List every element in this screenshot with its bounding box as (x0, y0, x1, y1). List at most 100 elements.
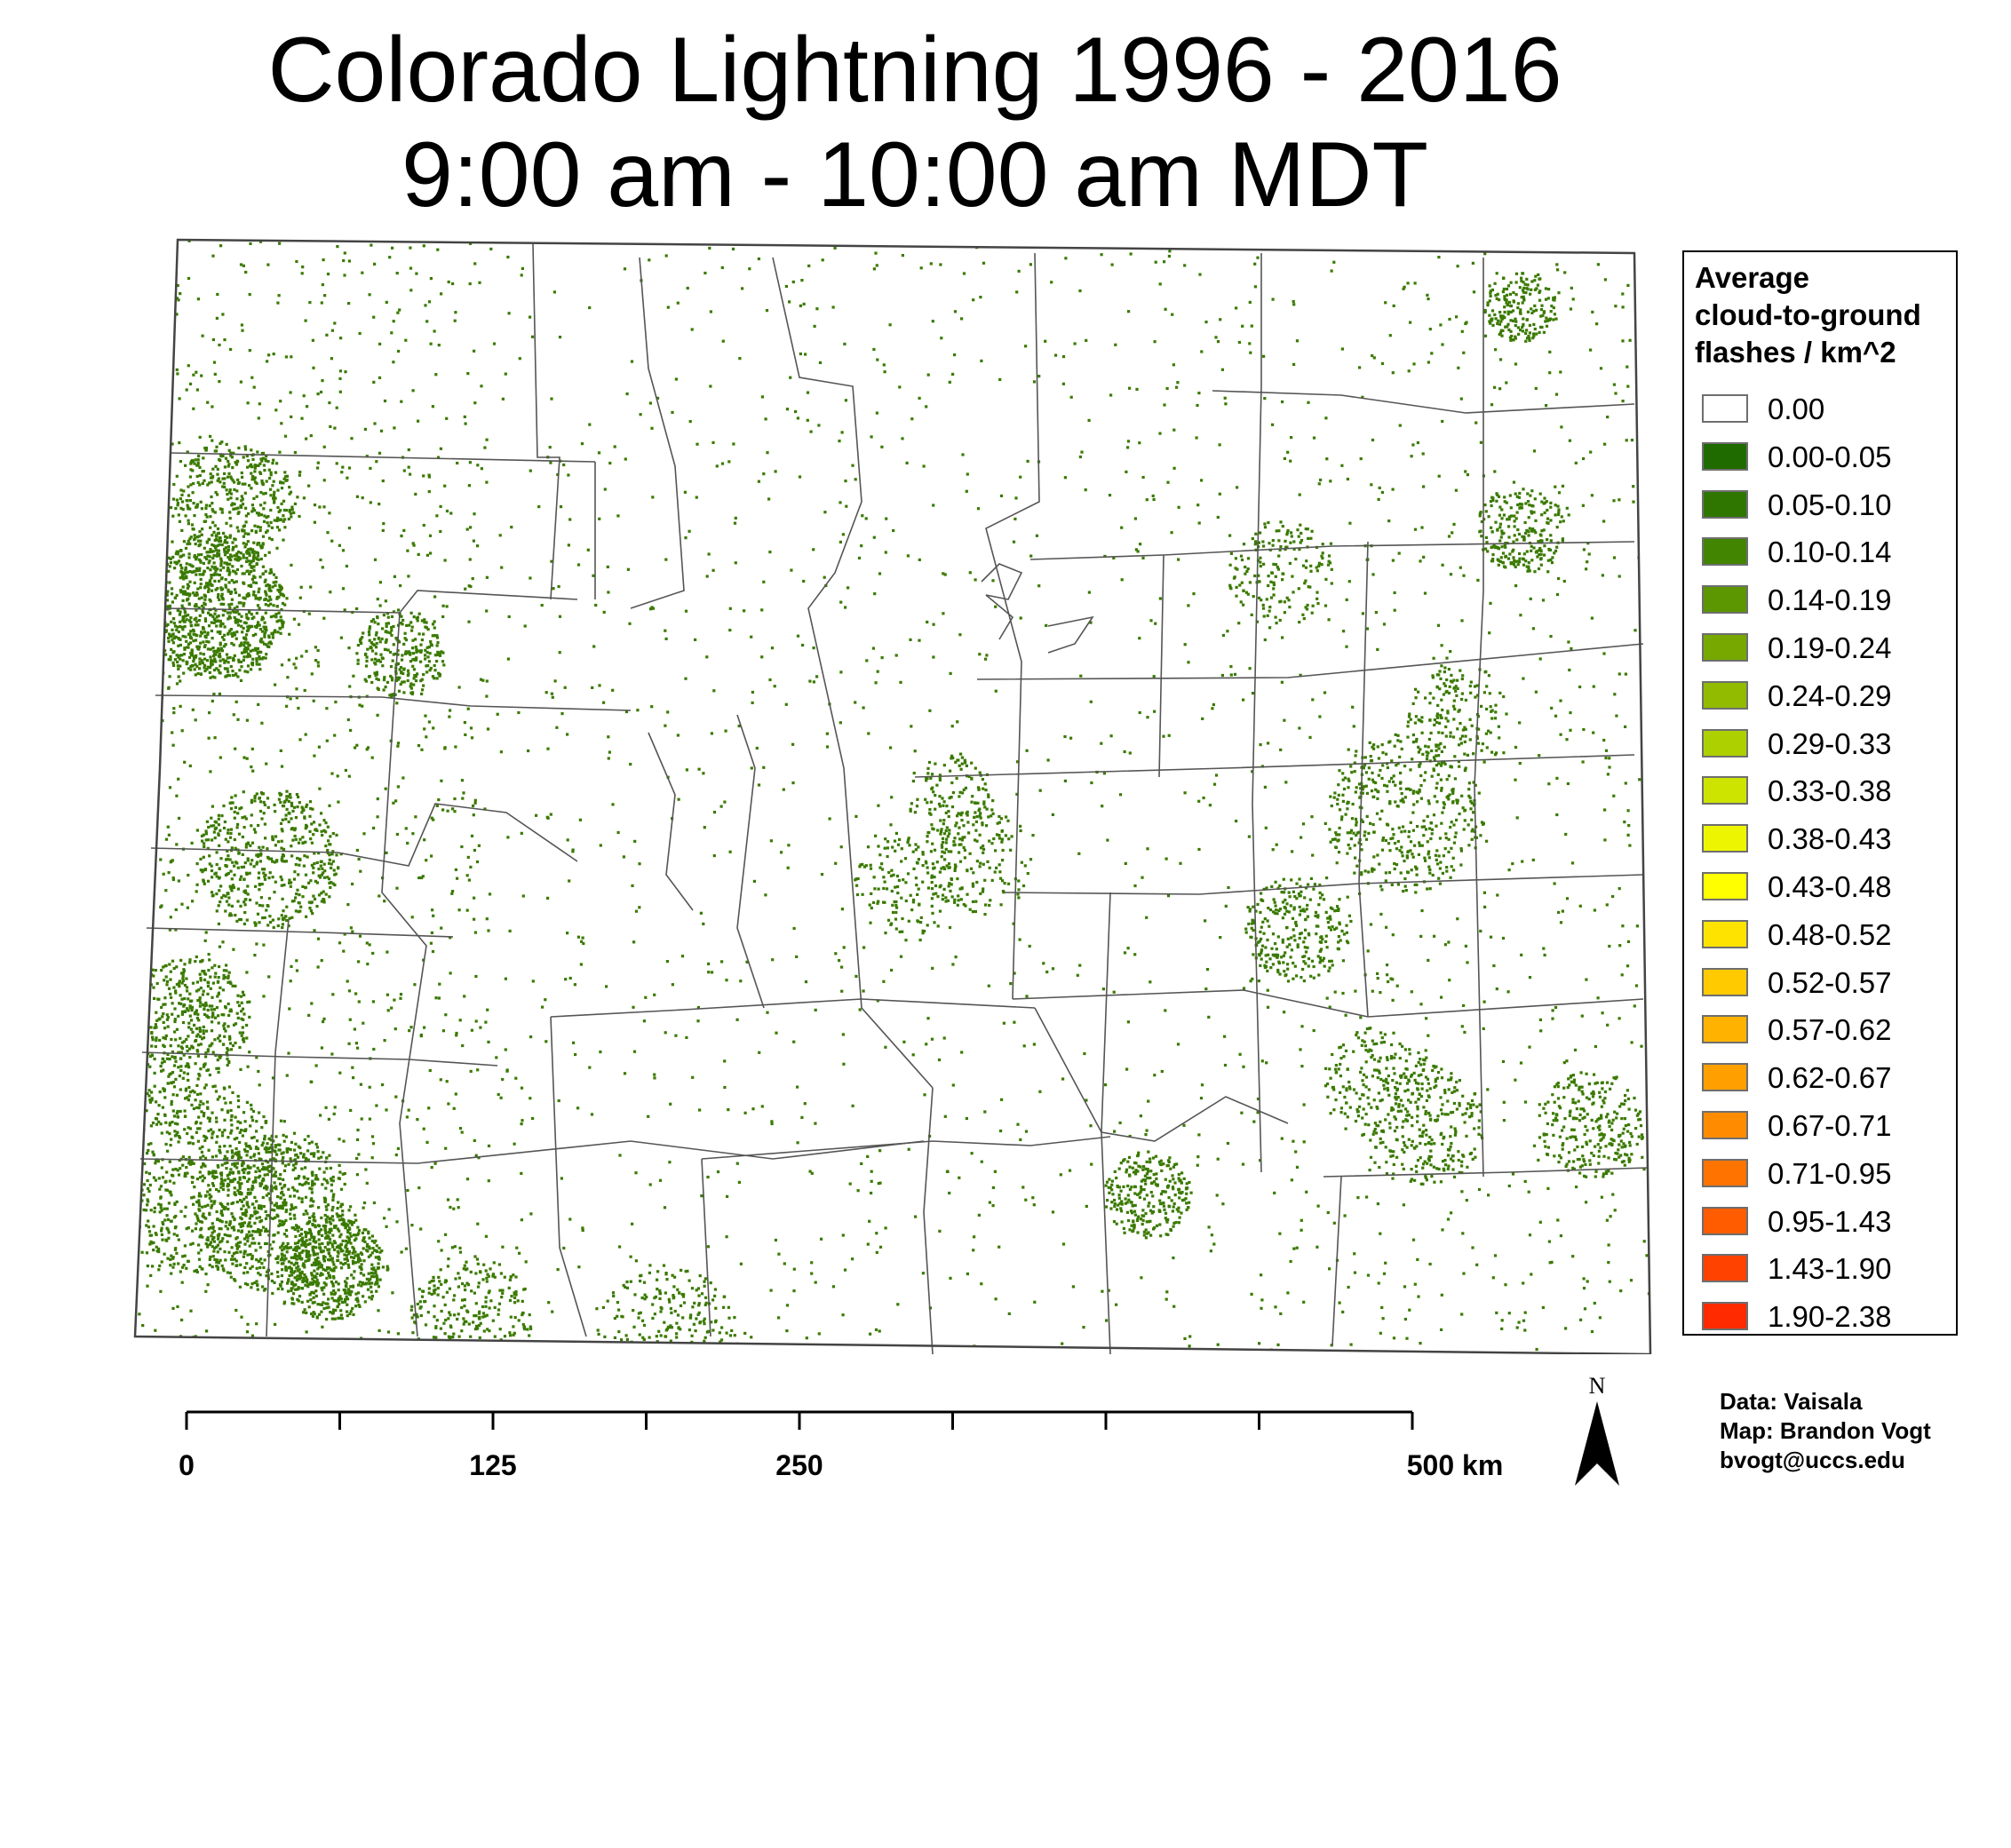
flash-dot (203, 569, 206, 573)
flash-dot (1520, 953, 1523, 956)
flash-dot (1459, 566, 1462, 569)
flash-dot (187, 276, 191, 281)
flash-dot (250, 1286, 253, 1289)
flash-dot (267, 641, 271, 645)
flash-dot (890, 868, 894, 872)
flash-dot (1252, 595, 1255, 599)
flash-dot (190, 1162, 194, 1165)
flash-dot (284, 1209, 289, 1212)
flash-dot (1168, 250, 1172, 253)
flash-dot (1590, 494, 1594, 497)
flash-dot (171, 633, 174, 637)
flash-dot (234, 610, 238, 614)
flash-dot (298, 1196, 301, 1200)
flash-dot (1606, 773, 1610, 776)
flash-dot (272, 353, 275, 356)
flash-dot (178, 654, 181, 657)
flash-dot (207, 587, 211, 591)
flash-dot (402, 528, 406, 532)
flash-dot (147, 1219, 150, 1223)
flash-dot (1153, 710, 1157, 713)
flash-dot (395, 1220, 399, 1224)
flash-dot (289, 980, 292, 983)
flash-dot (1209, 1249, 1212, 1253)
flash-dot (149, 1240, 153, 1243)
flash-dot (427, 475, 431, 479)
flash-dot (246, 594, 250, 598)
flash-dot (214, 588, 218, 591)
flash-dot (860, 544, 863, 548)
flash-dot (244, 650, 248, 654)
flash-dot (179, 624, 182, 628)
flash-dot (139, 1115, 143, 1119)
flash-dot (186, 1096, 189, 1099)
flash-dot (252, 550, 256, 553)
flash-dot (311, 1204, 314, 1208)
flash-dot (157, 347, 161, 351)
flash-dot (260, 1144, 264, 1147)
flash-dot (230, 1114, 234, 1117)
flash-dot (1618, 575, 1621, 578)
flash-dot (274, 1187, 278, 1191)
flash-dot (258, 1111, 261, 1114)
flash-dot (474, 1154, 478, 1157)
flash-dot (158, 575, 162, 578)
flash-dot (236, 555, 240, 559)
flash-dot (198, 667, 202, 670)
flash-dot (942, 851, 947, 854)
flash-dot (1306, 903, 1309, 907)
flash-dot (1163, 260, 1166, 264)
flash-dot (1089, 700, 1093, 703)
flash-dot (168, 1179, 171, 1183)
flash-dot (298, 738, 302, 742)
flash-dot (204, 931, 208, 934)
flash-dot (142, 633, 146, 637)
flash-dot (929, 262, 933, 266)
flash-dot (227, 840, 230, 844)
flash-dot (210, 1234, 213, 1238)
flash-dot (201, 610, 205, 615)
flash-dot (453, 319, 457, 322)
flash-dot (1346, 477, 1349, 481)
flash-dot (1423, 591, 1427, 595)
flash-dot (1071, 1285, 1075, 1289)
flash-dot (227, 674, 232, 678)
flash-dot (432, 818, 435, 821)
flash-dot (842, 1062, 846, 1066)
flash-dot (812, 646, 815, 650)
flash-dot (147, 1225, 151, 1229)
flash-dot (696, 1287, 700, 1290)
flash-dot (223, 633, 227, 637)
flash-dot (254, 632, 258, 636)
flash-dot (1085, 338, 1088, 342)
flash-dot (1419, 559, 1422, 563)
flash-dot (209, 579, 212, 583)
flash-dot (1477, 1119, 1481, 1122)
flash-dot (789, 376, 792, 379)
flash-dot (169, 561, 172, 565)
flash-dot (349, 728, 353, 733)
flash-dot (315, 1146, 319, 1149)
flash-dot (242, 647, 246, 651)
flash-dot (295, 696, 298, 700)
flash-dot (1583, 1307, 1587, 1311)
flash-dot (235, 1245, 239, 1249)
flash-dot (809, 430, 813, 433)
flash-dot (547, 1301, 551, 1305)
flash-dot (632, 940, 636, 944)
flash-dot (410, 916, 414, 919)
flash-dot (845, 504, 848, 508)
flash-dot (255, 657, 258, 661)
flash-dot (192, 407, 195, 410)
flash-dot (1333, 990, 1337, 994)
flash-dot (279, 1119, 283, 1122)
flash-dot (1602, 738, 1606, 742)
flash-dot (330, 1052, 334, 1056)
flash-dot (728, 607, 732, 610)
flash-dot (161, 624, 164, 629)
flash-dot (344, 768, 347, 773)
flash-dot (255, 1120, 258, 1123)
flash-dot (207, 561, 211, 565)
flash-dot (235, 1154, 239, 1157)
flash-dot (184, 1174, 187, 1178)
